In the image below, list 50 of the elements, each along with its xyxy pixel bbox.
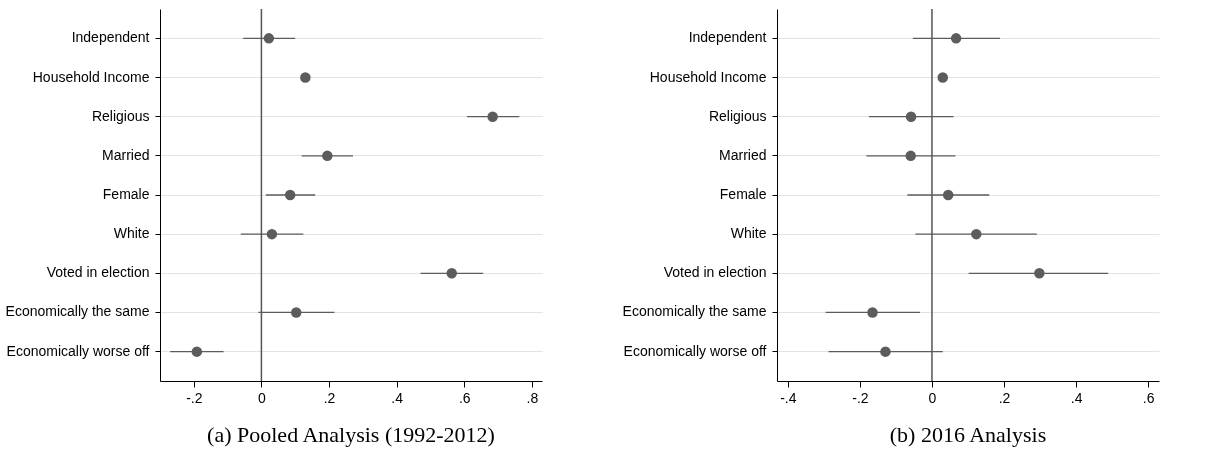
y-tick-label: Female [102,186,150,202]
point [263,33,275,44]
point [284,189,296,201]
point [446,268,457,279]
y-tick-label: Independent [71,29,150,46]
y-tick-label: White [730,225,767,242]
y-tick-label: Economically worse off [623,342,767,359]
x-tick-label: .2 [998,389,1011,406]
y-tick-label: Voted in election [663,264,767,281]
y-tick-label: White [113,225,150,242]
y-tick-label: Independent [688,29,767,46]
y-tick-label: Economically worse off [6,342,150,359]
x-tick-label: .6 [458,389,471,406]
x-tick-label: .2 [323,389,336,406]
x-tick-label: .4 [391,389,404,406]
text: (b) 2016 Analysis [889,422,1047,447]
y-tick-label: Female [719,186,767,202]
point [322,150,333,162]
x-tick-label: .6 [1142,389,1155,406]
point [290,307,302,318]
text: (a) Pooled Analysis (1992-2012) [207,422,495,447]
x-tick-label: .8 [526,389,539,406]
x-tick-label: 0 [928,389,937,406]
x-tick-label: -.2 [186,389,203,406]
x-tick-label: -.4 [780,389,797,406]
y-tick-label: Household Income [649,68,767,85]
y-tick-label: Economically the same [5,303,150,320]
point [905,150,916,162]
y-tick-label: Married [719,146,767,163]
point [950,33,962,44]
point [1034,268,1045,279]
point [266,228,278,240]
y-tick-label: Voted in election [46,264,150,281]
point [937,72,949,83]
x-tick-label: 0 [258,389,267,406]
x-tick-label: -.2 [852,389,869,406]
x-tick-label: .4 [1070,389,1083,406]
point [942,189,954,201]
point [880,346,891,357]
y-tick-label: Economically the same [622,303,767,320]
y-tick-label: Household Income [32,68,150,85]
point [971,228,982,240]
y-tick-label: Married [102,146,150,163]
y-tick-label: Religious [708,107,767,124]
point [300,72,311,83]
point [487,111,498,122]
y-tick-label: Religious [91,107,150,124]
point [191,346,203,357]
point [867,307,878,318]
point [905,111,917,122]
